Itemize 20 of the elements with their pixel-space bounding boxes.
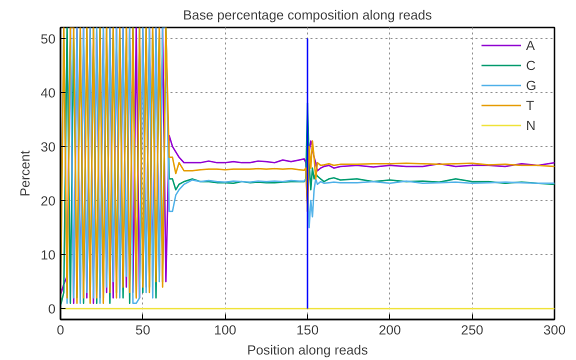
legend-label: A (526, 38, 536, 52)
x-tick-label: 150 (296, 322, 319, 338)
y-tick-label: 30 (40, 139, 56, 154)
x-axis-title: Position along reads (247, 342, 368, 358)
y-tick-label: 0 (48, 302, 56, 317)
x-tick-label: 200 (378, 322, 401, 338)
y-tick-label: 20 (40, 194, 56, 209)
x-tick-label: 300 (543, 322, 566, 338)
y-tick-label: 50 (40, 31, 56, 46)
legend-label: C (526, 58, 537, 72)
y-tick-label: 10 (40, 248, 56, 263)
legend-label: G (526, 78, 538, 92)
x-tick-label: 50 (135, 322, 150, 338)
chart-title: Base percentage composition along reads (183, 8, 432, 22)
y-tick-label: 40 (40, 85, 56, 100)
x-tick-label: 100 (214, 322, 236, 338)
y-axis-title: Percent (18, 150, 33, 196)
legend-label: N (526, 118, 537, 132)
legend-label: T (526, 98, 536, 112)
x-tick-label: 250 (461, 322, 484, 338)
